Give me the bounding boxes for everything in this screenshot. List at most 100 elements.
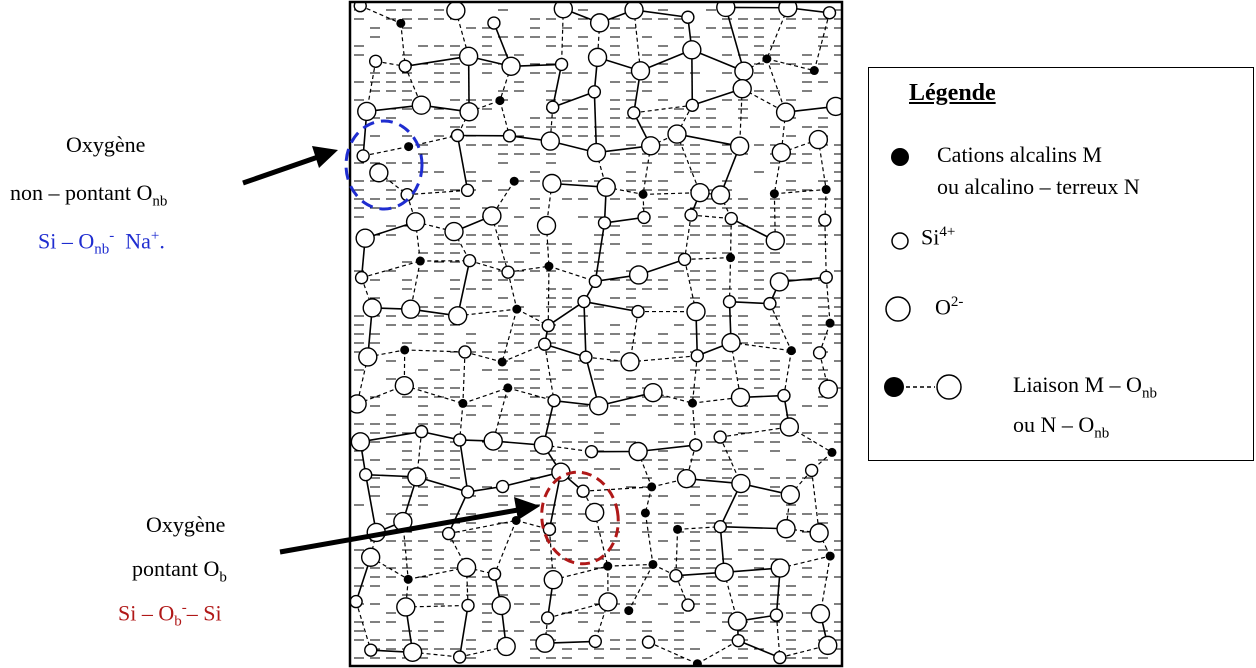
ionic-bond-line (774, 188, 827, 195)
silicon-atom (495, 479, 510, 494)
silicon-atom (597, 216, 612, 230)
oxygen-atom (536, 215, 557, 236)
oxygen-atom (394, 375, 415, 396)
ionic-bond-line (697, 640, 739, 665)
legend-cations-line2: ou alcalino – terreux N (937, 174, 1140, 199)
silicon-atom (541, 318, 555, 333)
ionic-bond-line (813, 12, 831, 71)
ionic-bond-line (825, 277, 831, 324)
silicon-atom (356, 149, 370, 163)
ionic-bond-line (408, 566, 467, 580)
ionic-bond-line (462, 351, 466, 404)
silicon-atom (542, 522, 557, 537)
covalent-bond-line (725, 7, 745, 72)
silicon-atom (462, 253, 477, 268)
oxygen-atom (586, 142, 607, 163)
oxygen-atom (553, 2, 574, 19)
ionic-bond-line (499, 66, 512, 101)
ionic-bond-line (684, 257, 731, 261)
oxygen-atom (362, 298, 382, 318)
cation-atom (687, 398, 697, 408)
cation-atom (544, 261, 554, 271)
legend-bond-line2: ou N – Onb (1013, 412, 1110, 442)
silicon-atom (579, 350, 593, 364)
oxygen-atom (456, 557, 477, 578)
silicon-atom (414, 424, 429, 439)
ionic-bond-line (547, 266, 550, 326)
ionic-bond-line (453, 231, 471, 261)
oxygen-atom (779, 417, 800, 437)
ionic-bond-line (462, 387, 509, 404)
covalent-bond-line (360, 430, 422, 443)
silicon-atom (398, 59, 412, 73)
ionic-bond-line (547, 601, 609, 619)
ionic-bond-line (730, 342, 792, 352)
cation-atom (809, 66, 819, 76)
legend-box: Légende Cations alcalins M ou alcalino –… (868, 67, 1254, 461)
silicon-atom (587, 85, 602, 99)
ionic-bond-line (637, 451, 653, 488)
silicon-atom (688, 438, 703, 452)
ionic-bond-line (789, 469, 813, 496)
oxygen-atom (358, 347, 378, 367)
ionic-bond-line (360, 5, 402, 24)
ionic-bond-line (779, 644, 828, 659)
ionic-bond-line (684, 214, 692, 260)
ionic-bond-line (692, 396, 741, 404)
silicon-atom (713, 519, 728, 534)
silicon-atom (819, 270, 833, 285)
non-bridging-label-line1: Oxygène (66, 132, 146, 157)
oxygen-atom (588, 396, 609, 416)
oxygen-atom (405, 212, 426, 232)
ionic-bond-line (728, 257, 732, 302)
arrow-bridging (279, 497, 540, 555)
oxygen-atom (350, 394, 367, 414)
silicon-atom (818, 213, 832, 227)
large-open-circle-icon (885, 296, 911, 322)
ionic-bond-line (410, 260, 421, 310)
oxygen-atom (587, 47, 608, 68)
covalent-bond-line (594, 222, 606, 282)
covalent-bond-line (458, 605, 469, 658)
ionic-bond-line (824, 220, 827, 278)
ionic-bond-line (367, 349, 405, 358)
silicon-atom (458, 345, 472, 359)
oxygen-atom (765, 231, 785, 251)
oxygen-atom (584, 502, 605, 523)
bridging-formula: Si – Ob-– Si (118, 600, 222, 630)
oxygen-atom (770, 558, 790, 578)
ionic-bond-line (361, 277, 373, 309)
oxygen-atom (540, 131, 560, 151)
ionic-bond-line (785, 528, 820, 534)
oxygen-atom (727, 611, 748, 631)
oxygen-atom (690, 182, 710, 203)
ionic-bond-line (361, 260, 421, 279)
silicon-atom (460, 183, 475, 198)
ionic-bond-line (501, 308, 518, 363)
legend-o: O2- (935, 294, 964, 320)
silicon-atom (763, 296, 777, 311)
ionic-bond-line (606, 186, 644, 195)
silicon-atom (713, 430, 727, 444)
silicon-atom (588, 274, 603, 289)
silicon-atom (777, 388, 791, 403)
cation-atom (647, 482, 657, 492)
ionic-bond-line (720, 426, 790, 438)
cation-atom (673, 524, 683, 534)
oxygen-atom (808, 129, 829, 150)
covalent-bond-line (544, 343, 587, 358)
oxygen-atom (350, 432, 371, 452)
oxygen-atom (630, 61, 651, 81)
oxygen-atom (407, 467, 427, 487)
oxygen-atom (710, 185, 731, 205)
silicon-atom (453, 433, 467, 447)
silicon-atom (538, 337, 552, 351)
oxygen-atom (396, 597, 416, 617)
silicon-atom (577, 294, 591, 309)
cation-atom (638, 189, 648, 199)
silicon-atom (350, 594, 363, 609)
oxygen-atom (810, 604, 831, 624)
silicon-atom (353, 2, 367, 13)
covalent-bond-line (593, 91, 598, 153)
